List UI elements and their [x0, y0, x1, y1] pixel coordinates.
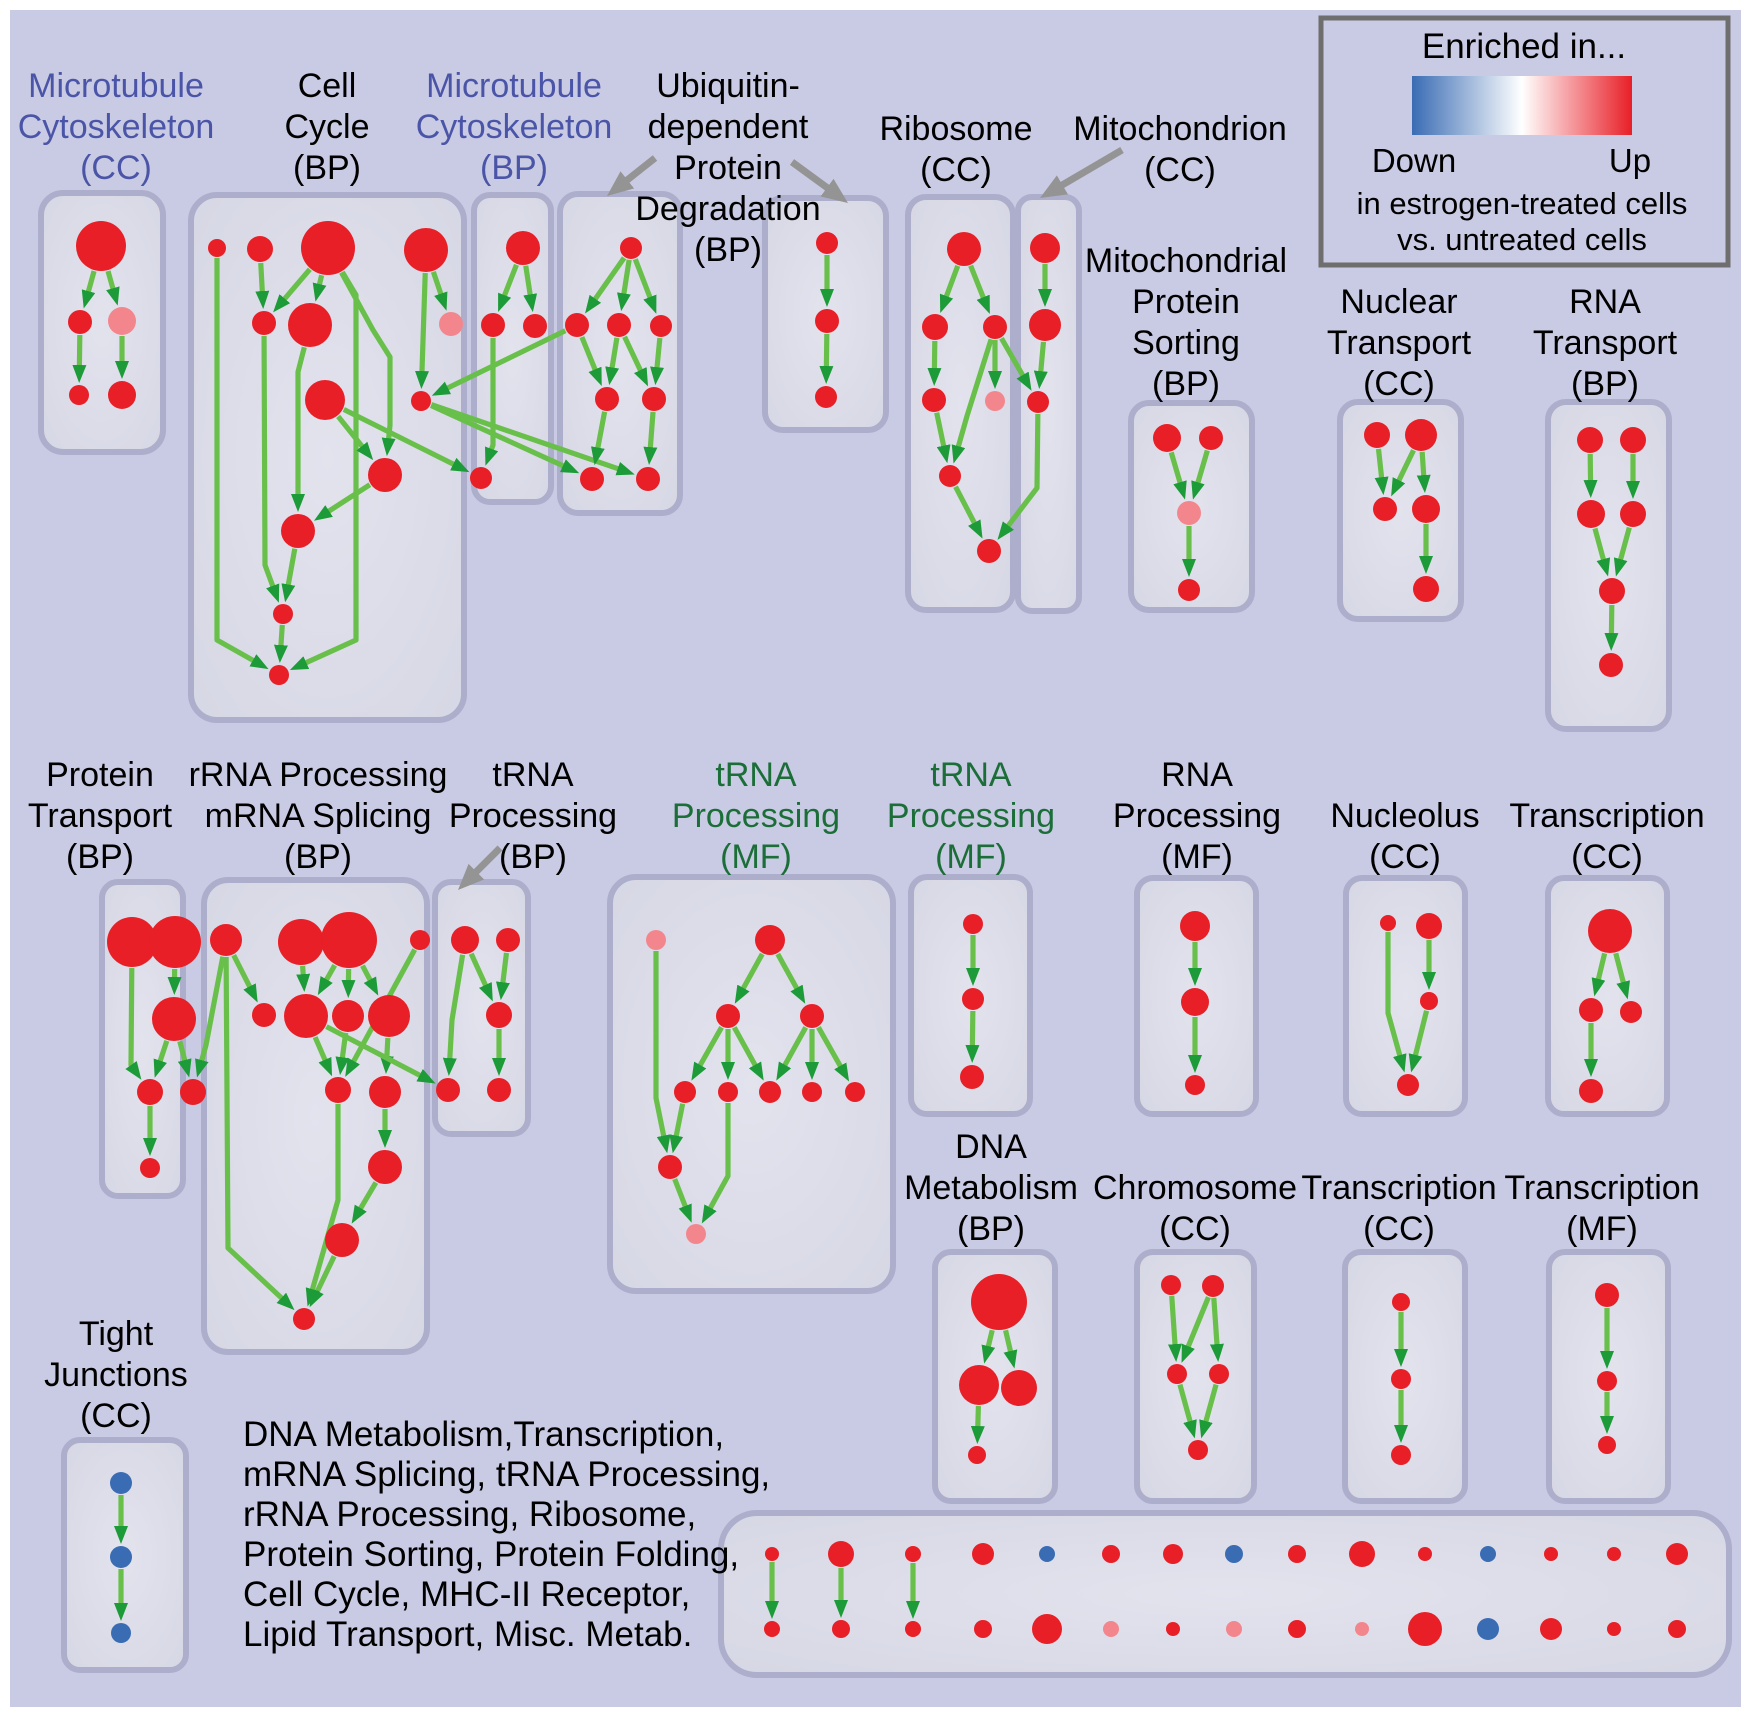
svg-text:DNA Metabolism,Transcription,m: DNA Metabolism,Transcription, mRNA Splici… [243, 1415, 770, 1654]
svg-text:Up: Up [1609, 142, 1651, 179]
svg-text:Chromosome(CC): Chromosome (CC) [1093, 1169, 1297, 1248]
svg-text:Enriched in...: Enriched in... [1422, 27, 1626, 66]
svg-text:vs. untreated cells: vs. untreated cells [1397, 222, 1647, 257]
svg-text:Transcription(CC): Transcription (CC) [1301, 1169, 1496, 1248]
svg-text:Transcription(CC): Transcription (CC) [1509, 797, 1704, 876]
svg-text:Ribosome(CC): Ribosome (CC) [879, 110, 1032, 189]
svg-text:Mitochondrion(CC): Mitochondrion (CC) [1073, 110, 1287, 189]
svg-text:Transcription(MF): Transcription (MF) [1504, 1169, 1699, 1248]
svg-text:in estrogen-treated cells: in estrogen-treated cells [1357, 186, 1688, 221]
svg-text:Down: Down [1372, 142, 1456, 179]
svg-text:Nucleolus(CC): Nucleolus (CC) [1330, 797, 1479, 876]
